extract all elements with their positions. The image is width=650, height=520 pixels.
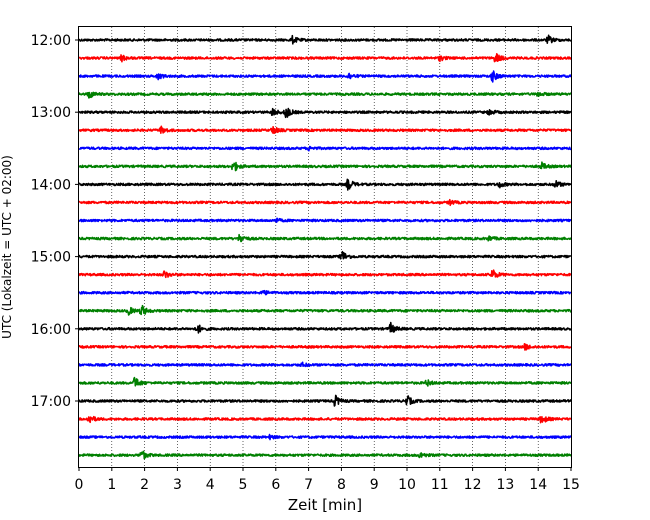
x-tick-label: 13: [496, 477, 514, 493]
trace-line: [78, 450, 572, 460]
x-tick-label: 1: [107, 477, 116, 493]
y-tick-label: 16:00: [31, 322, 71, 338]
trace-row: [78, 70, 572, 83]
x-tick-label: 3: [173, 477, 182, 493]
y-axis-ticks: 12:00 13:00 14:00 15:00 16:00 17:00: [31, 33, 79, 410]
y-tick-label: 13:00: [31, 105, 71, 121]
x-tick-label: 7: [304, 477, 313, 493]
y-tick-label: 17:00: [31, 394, 71, 410]
x-tick-label: 0: [75, 477, 84, 493]
trace-line: [78, 415, 572, 424]
trace-row: [78, 91, 572, 99]
trace-line: [78, 233, 572, 243]
trace-row: [78, 217, 572, 224]
trace-line: [78, 91, 572, 99]
trace-line: [78, 217, 572, 224]
x-tick-label: 15: [562, 477, 580, 493]
x-tick-label: 8: [337, 477, 346, 493]
trace-row: [78, 321, 572, 334]
trace-line: [78, 198, 572, 207]
trace-row: [78, 198, 572, 207]
trace-line: [78, 269, 572, 279]
trace-row: [78, 415, 572, 424]
trace-line: [78, 53, 572, 63]
trace-line: [78, 376, 572, 387]
trace-row: [78, 376, 572, 387]
trace-row: [78, 161, 572, 172]
y-tick-label: 14:00: [31, 177, 71, 193]
trace-row: [78, 53, 572, 63]
x-tick-label: 2: [140, 477, 149, 493]
x-axis-ticks: 0 1 2 3 4 5 6 7 8 9 10 11 12 13 14 15: [75, 467, 580, 493]
x-tick-label: 10: [398, 477, 416, 493]
trace-line: [78, 289, 572, 296]
trace-line: [78, 343, 572, 351]
plot-area-frame: [78, 26, 572, 468]
trace-row: [78, 125, 572, 135]
trace-line: [78, 107, 572, 119]
trace-row: [78, 304, 572, 316]
trace-line: [78, 34, 572, 45]
x-tick-label: 9: [370, 477, 379, 493]
x-tick-label: 4: [206, 477, 215, 493]
trace-line: [78, 70, 572, 83]
trace-row: [78, 450, 572, 460]
trace-row: [78, 394, 572, 407]
y-axis-label: UTC (Lokalzeit = UTC + 02:00): [0, 155, 14, 339]
x-tick-label: 14: [529, 477, 547, 493]
trace-row: [78, 361, 572, 368]
x-tick-label: 6: [271, 477, 280, 493]
trace-line: [78, 394, 572, 407]
trace-row: [78, 145, 572, 152]
trace-line: [78, 250, 572, 260]
trace-row: [78, 107, 572, 119]
vertical-gridlines: [111, 27, 539, 467]
trace-row: [78, 343, 572, 351]
trace-row: [78, 250, 572, 260]
x-tick-label: 5: [239, 477, 248, 493]
x-tick-label: 11: [431, 477, 449, 493]
x-tick-label: 12: [464, 477, 482, 493]
y-tick-label: 15:00: [31, 250, 71, 266]
trace-row: [78, 178, 572, 191]
trace-row: [78, 289, 572, 296]
x-axis-label: Zeit [min]: [288, 496, 362, 514]
trace-line: [78, 145, 572, 152]
seismic-traces: [78, 34, 572, 460]
trace-row: [78, 233, 572, 243]
trace-line: [78, 125, 572, 135]
trace-row: [78, 433, 572, 441]
trace-line: [78, 321, 572, 334]
y-tick-label: 12:00: [31, 33, 71, 49]
trace-line: [78, 304, 572, 316]
trace-line: [78, 161, 572, 172]
trace-line: [78, 361, 572, 368]
trace-row: [78, 34, 572, 45]
trace-row: [78, 269, 572, 279]
trace-line: [78, 433, 572, 441]
trace-line: [78, 178, 572, 191]
